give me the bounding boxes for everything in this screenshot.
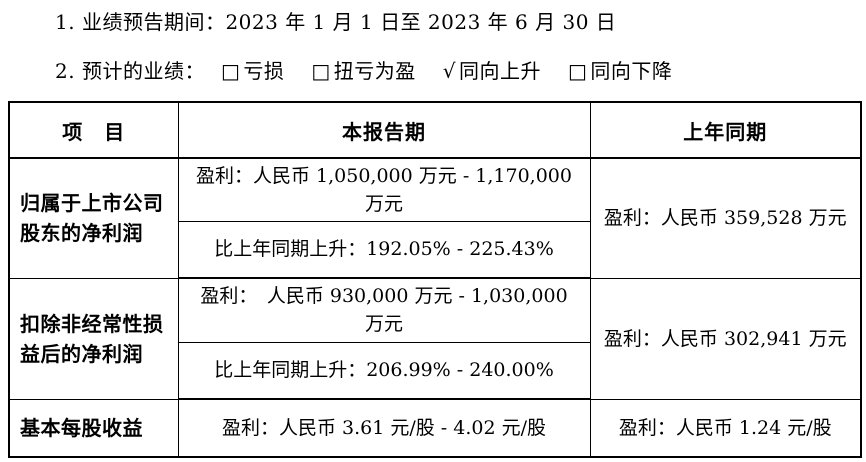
option-loss: □ 亏损 <box>221 58 284 84</box>
checkbox-icon: □ <box>311 59 331 83</box>
option-label: 同向下降 <box>590 59 673 83</box>
option-turnaround: □ 扭亏为盈 <box>311 58 415 84</box>
table-row-basic-eps: 基本每股收益 盈利：人民币 3.61 元/股 - 4.02 元/股 盈利：人民币… <box>8 398 862 458</box>
header-prior-period: 上年同期 <box>589 101 862 159</box>
basic-eps-current-value: 盈利：人民币 3.61 元/股 - 4.02 元/股 <box>177 398 591 458</box>
table-row-net-profit-change: 比上年同期上升：192.05% - 225.43% <box>9 220 861 279</box>
table-header-row: 项 目 本报告期 上年同期 <box>8 101 862 159</box>
net-profit-yoy-change: 比上年同期上升：192.05% - 225.43% <box>177 220 591 279</box>
header-current-period: 本报告期 <box>177 101 591 159</box>
row-label-net-profit: 归属于上市公司股东的净利润 <box>8 157 179 279</box>
net-profit-excl-prior-value: 盈利：人民币 302,941 万元 <box>589 277 862 400</box>
checkmark-icon: √ <box>442 59 457 83</box>
option-label: 亏损 <box>243 59 285 83</box>
table-row-net-profit: 归属于上市公司股东的净利润 盈利：人民币 1,050,000 万元 - 1,17… <box>8 157 862 279</box>
net-profit-excl-yoy-change: 比上年同期上升：206.99% - 240.00% <box>177 341 591 400</box>
earnings-forecast-table: 项 目 本报告期 上年同期 归属于上市公司股东的净利润 盈利：人民币 1,050… <box>8 101 862 458</box>
net-profit-excl-range: 盈利： 人民币 930,000 万元 - 1,030,000 万元 <box>177 277 591 343</box>
option-label: 扭亏为盈 <box>333 59 416 83</box>
option-same-direction-down: □ 同向下降 <box>568 58 672 84</box>
net-profit-range: 盈利：人民币 1,050,000 万元 - 1,170,000 万元 <box>177 157 591 222</box>
table-row-net-profit-excl: 扣除非经常性损益后的净利润 盈利： 人民币 930,000 万元 - 1,030… <box>8 277 862 400</box>
checkbox-icon: □ <box>220 59 241 83</box>
document-page: 1. 业绩预告期间：2023 年 1 月 1 日至 2023 年 6 月 30 … <box>0 9 866 462</box>
net-profit-prior-value: 盈利：人民币 359,528 万元 <box>589 157 862 279</box>
option-label: 同向上升 <box>459 59 542 83</box>
row-label-basic-eps: 基本每股收益 <box>8 398 179 458</box>
forecast-type-line: 2. 预计的业绩： □ 亏损 □ 扭亏为盈 √ 同向上升 □ 同向下降 <box>55 58 866 84</box>
forecast-type-label: 2. 预计的业绩： <box>55 59 205 83</box>
checkbox-icon: □ <box>568 59 588 83</box>
table-row-net-profit-excl-change: 比上年同期上升：206.99% - 240.00% <box>9 341 861 400</box>
header-item: 项 目 <box>8 101 179 159</box>
row-label-net-profit-excl: 扣除非经常性损益后的净利润 <box>8 277 179 400</box>
basic-eps-prior-value: 盈利：人民币 1.24 元/股 <box>589 398 862 458</box>
forecast-period-line: 1. 业绩预告期间：2023 年 1 月 1 日至 2023 年 6 月 30 … <box>55 10 617 34</box>
option-same-direction-up: √ 同向上升 <box>443 58 541 84</box>
